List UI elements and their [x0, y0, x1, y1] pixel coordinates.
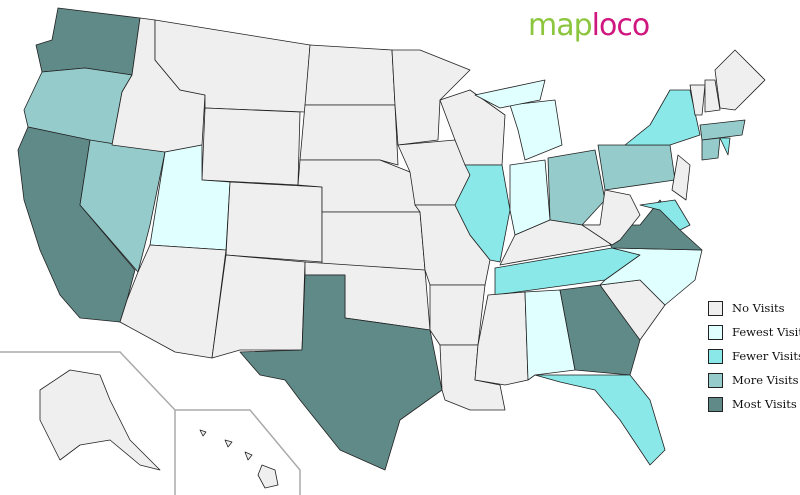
state-mi [474, 79, 546, 109]
legend-swatch [708, 300, 723, 316]
inset-borders [0, 351, 301, 495]
state-tx [239, 274, 443, 471]
state-nm [211, 254, 306, 359]
state-nh [704, 79, 721, 113]
legend-item-no-visits: No Visits [708, 296, 800, 320]
state-hi [199, 429, 207, 437]
state-ct [701, 137, 721, 161]
legend-swatch [708, 396, 723, 412]
state-ri [719, 137, 731, 156]
state-ma [699, 119, 746, 141]
state-nj [671, 154, 691, 201]
state-wa [35, 7, 141, 76]
state-pa [597, 144, 676, 191]
state-az [119, 244, 227, 359]
legend-item-most-visits: Most Visits [708, 392, 800, 416]
state-hi [224, 439, 233, 448]
legend-item-more-visits: More Visits [708, 368, 800, 392]
state-ks [321, 211, 426, 271]
state-nd [304, 44, 396, 106]
maploco-logo: maploco [528, 8, 650, 43]
legend-swatch [708, 348, 723, 364]
legend: No Visits Fewest Visits Fewer Visits Mor… [708, 296, 800, 416]
state-wv [581, 189, 641, 246]
state-hi [244, 451, 253, 461]
state-ny [624, 89, 701, 146]
state-co [225, 181, 323, 263]
legend-swatch [708, 324, 723, 340]
state-oh [547, 149, 606, 226]
state-ar [429, 284, 486, 346]
state-nc [599, 247, 703, 306]
state-ga [559, 284, 641, 376]
state-wy [201, 107, 301, 186]
state-hi [257, 464, 279, 489]
legend-item-fewer-visits: Fewer Visits [708, 344, 800, 368]
state-mn [391, 49, 471, 146]
legend-swatch [708, 372, 723, 388]
state-al [524, 289, 576, 381]
state-fl [534, 374, 666, 466]
state-ak [39, 369, 161, 471]
state-mi [509, 99, 563, 161]
state-vt [689, 84, 706, 116]
legend-item-fewest-visits: Fewest Visits [708, 320, 800, 344]
state-md [639, 199, 691, 231]
state-me [714, 49, 766, 111]
state-sd [299, 104, 399, 166]
state-il [454, 164, 511, 263]
